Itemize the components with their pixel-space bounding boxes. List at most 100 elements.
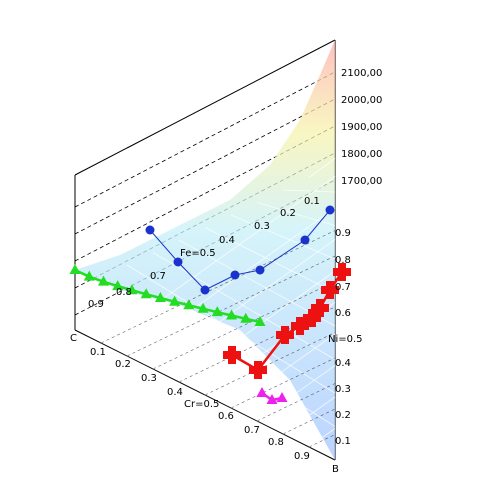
grid-line [100, 277, 336, 427]
back-left-tick-label: 0.9 [88, 299, 104, 310]
data-point-circle [200, 285, 210, 295]
base-grid-line [308, 434, 336, 448]
data-point-triangle [183, 299, 195, 310]
base-grid-line [100, 230, 336, 344]
data-point-cross [276, 326, 294, 344]
grid-line [230, 214, 336, 260]
data-point-triangle [254, 316, 266, 326]
data-point-cross [311, 299, 329, 317]
back-tick-label: 0.7 [150, 271, 166, 282]
data-point-circle [325, 205, 335, 215]
data-point-circle [173, 257, 183, 267]
back-tick-label: 0.3 [254, 221, 270, 232]
grid-line [152, 239, 336, 370]
data-point-circle [230, 270, 240, 280]
series-group [69, 264, 266, 326]
data-point-triangle [69, 264, 81, 274]
data-point-cross [321, 281, 339, 299]
data-point-triangle [211, 306, 223, 317]
right-tick-label: 0.4 [335, 358, 351, 369]
series-group [256, 387, 288, 404]
right-tick-label: 0.3 [335, 384, 351, 395]
grid-line [230, 333, 336, 409]
data-point-triangle [140, 288, 152, 299]
grid-line [126, 264, 336, 394]
data-point-circle [145, 225, 155, 235]
z-tick-label: 1900,00 [341, 122, 382, 133]
right-tick-label: 0.9 [335, 228, 351, 239]
grid-line [256, 365, 336, 422]
data-point-triangle [154, 292, 166, 303]
z-tick-label: 1800,00 [341, 149, 382, 160]
data-point-triangle [126, 284, 138, 295]
base-grid-line [282, 408, 336, 435]
front-left-axis-labels: C B 0.1 0.2 0.3 0.4 Cr=0.5 0.6 0.7 0.8 0… [70, 299, 339, 475]
front-tick-label: 0.8 [268, 437, 284, 448]
data-point-triangle [112, 280, 124, 291]
grid-line [282, 189, 336, 193]
data-point-triangle [226, 309, 238, 320]
z-tick-label: 2100,00 [341, 68, 382, 79]
frame-edge [74, 39, 336, 176]
grid-line [282, 396, 336, 435]
base-grid-line [256, 383, 336, 422]
right-tick-label: 0.8 [335, 255, 351, 266]
z-axis-ticks: 1700,00 1800,00 1900,00 2000,00 2100,00 [341, 68, 382, 187]
axis-label-c: C [70, 333, 77, 344]
base-grid-line [204, 332, 336, 396]
data-point-circle [300, 235, 310, 245]
data-point-cross [303, 309, 321, 327]
base-grid-line [126, 255, 336, 357]
right-tick-label: 0.2 [335, 410, 351, 421]
series-group [223, 263, 351, 379]
series-group [145, 205, 335, 295]
data-series [69, 205, 351, 404]
grid-line [100, 176, 336, 344]
back-tick-label: 0.8 [116, 287, 132, 298]
z-tick-label: 1700,00 [341, 176, 382, 187]
data-point-cross [291, 317, 309, 335]
front-tick-label: 0.4 [167, 387, 183, 398]
data-point-triangle [240, 312, 252, 323]
right-axis-labels: 0.9 0.8 0.7 0.6 Ni=0.5 0.4 0.3 0.2 0.1 [328, 228, 363, 447]
data-point-cross [249, 361, 267, 379]
data-point-triangle [256, 387, 268, 397]
grid-line [126, 207, 336, 357]
data-point-triangle [197, 302, 209, 313]
back-tick-label: 0.1 [304, 196, 320, 207]
front-tick-label: 0.9 [294, 451, 310, 462]
data-point-triangle [169, 295, 181, 306]
data-point-circle [255, 265, 265, 275]
grid-line [152, 252, 336, 360]
grid-line [256, 202, 336, 226]
back-tick-label: 0.2 [280, 208, 296, 219]
data-point-triangle [83, 270, 95, 281]
right-tick-label: 0.1 [335, 436, 351, 447]
right-mid-label: Ni=0.5 [328, 334, 363, 345]
front-tick-label: 0.7 [244, 425, 260, 436]
grid-line [308, 428, 336, 448]
grid-line [204, 227, 336, 293]
base-grid-line [152, 281, 336, 370]
data-point-triangle [276, 392, 288, 402]
back-mid-label: Fe=0.5 [180, 248, 216, 259]
front-mid-label: Cr=0.5 [184, 399, 219, 410]
front-tick-label: 0.3 [141, 373, 157, 384]
grid-line [308, 158, 336, 178]
grid-line [178, 270, 336, 383]
data-point-triangle [266, 394, 278, 404]
front-tick-label: 0.1 [90, 347, 106, 358]
z-tick-label: 2000,00 [341, 95, 382, 106]
base-grid-line [230, 357, 336, 409]
right-tick-label: 0.6 [335, 308, 351, 319]
data-point-cross [223, 346, 241, 364]
back-tick-label: 0.4 [219, 235, 235, 246]
data-point-triangle [97, 275, 109, 286]
axis-label-b: B [332, 464, 339, 475]
front-tick-label: 0.6 [218, 411, 234, 422]
back-axis-labels: 0.1 0.2 0.3 0.4 Fe=0.5 0.7 0.8 [116, 196, 320, 298]
data-point-cross [333, 263, 351, 281]
right-tick-label: 0.7 [335, 282, 351, 293]
front-tick-label: 0.2 [115, 359, 131, 370]
